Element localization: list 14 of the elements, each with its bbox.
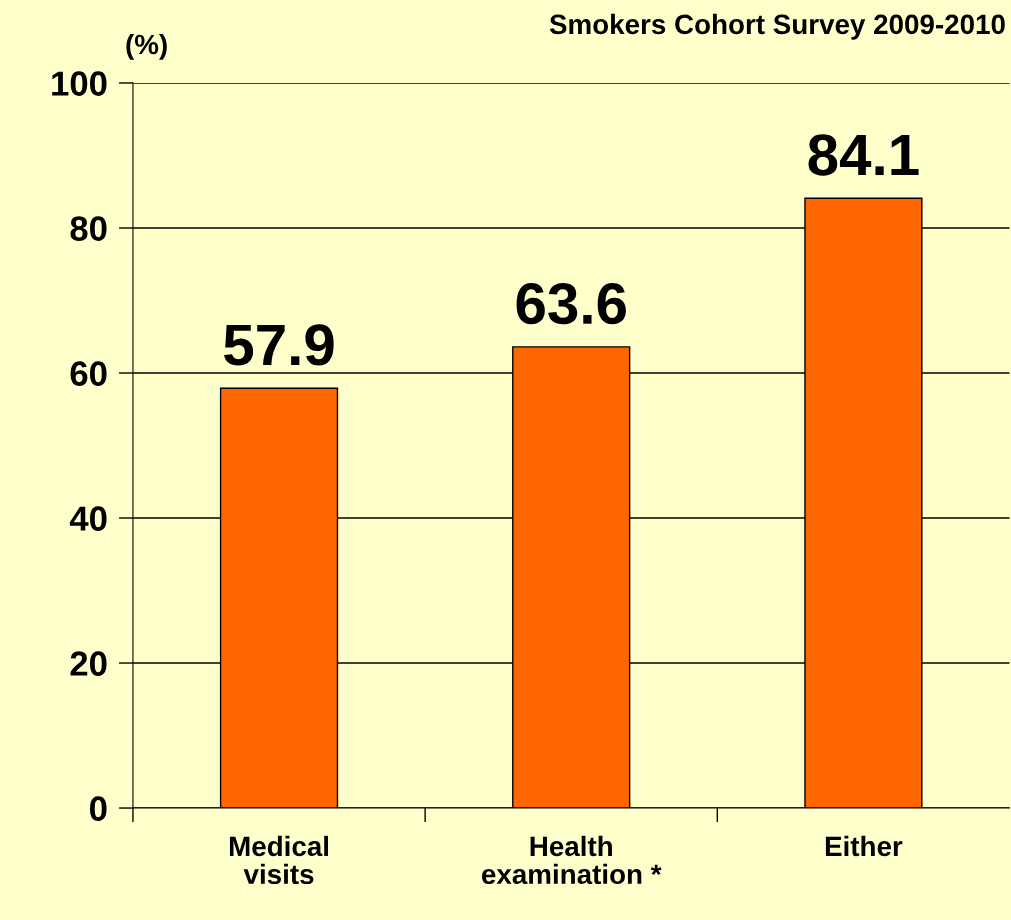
y-tick-label: 40 — [69, 506, 107, 531]
data-label: 57.9 — [224, 324, 334, 366]
data-label: 84.1 — [808, 134, 919, 176]
y-tick-label: 0 — [90, 796, 107, 821]
y-tick-label: 60 — [70, 361, 107, 386]
x-tick-label: Medical visits — [229, 835, 329, 885]
data-label: 63.6 — [516, 282, 626, 325]
y-tick-label: 100 — [52, 71, 107, 96]
y-tick-label: 20 — [70, 651, 107, 676]
x-tick-label: Health examination * — [482, 835, 662, 885]
y-axis-title: (%) — [126, 33, 167, 60]
y-tick-label: 80 — [70, 216, 107, 241]
chart-title: Smokers Cohort Survey 2009-2010 — [549, 13, 1005, 40]
x-tick-label: Either — [825, 835, 903, 857]
